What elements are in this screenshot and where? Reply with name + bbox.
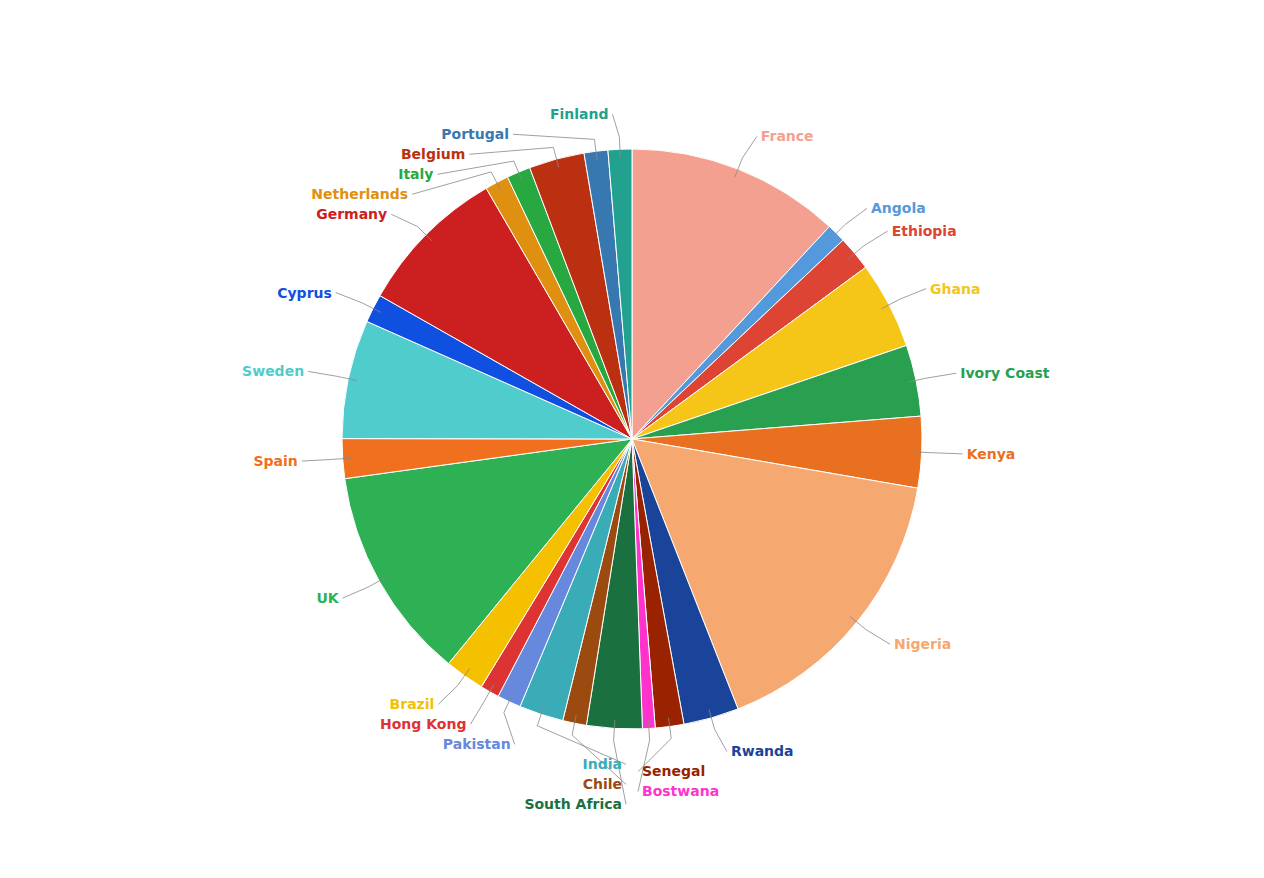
pie: France Angola Ethiopia Ghana Ivory Coast Keny… [242, 106, 1050, 812]
leader-line [907, 373, 956, 382]
slice-label: Finland [550, 106, 609, 122]
leader-line [513, 134, 597, 160]
leader-line [469, 147, 558, 167]
slice-label: Ivory Coast [960, 365, 1050, 381]
chart: France Angola Ethiopia Ghana Ivory Coast Keny… [0, 0, 1264, 878]
leader-line [470, 684, 494, 724]
slice-label: South Africa [524, 796, 622, 812]
slice-label: Chile [583, 776, 622, 792]
leader-line [913, 452, 963, 454]
leader-line [830, 208, 867, 239]
leader-line [850, 617, 890, 645]
labels: France Angola Ethiopia Ghana Ivory Coast Keny… [242, 106, 1050, 812]
slice-label: Cyprus [277, 285, 332, 301]
leader-line [709, 710, 727, 752]
leader-line [336, 293, 381, 313]
leader-line [881, 289, 926, 309]
slice-label: Ethiopia [892, 223, 957, 239]
slice-label: Kenya [967, 446, 1016, 462]
slice-label: Rwanda [731, 743, 794, 759]
slice-label: Pakistan [443, 736, 511, 752]
leader-lines [302, 114, 963, 804]
leader-line [612, 114, 620, 158]
slice-label: Angola [871, 200, 926, 216]
slice-label: Italy [398, 166, 433, 182]
leader-line [343, 577, 387, 598]
slice [608, 149, 632, 439]
leader-line [302, 458, 352, 461]
slice-label: UK [316, 590, 339, 606]
leader-line [572, 715, 626, 785]
slice-label: Spain [253, 453, 297, 469]
slice-label: Belgium [401, 146, 465, 162]
slices [342, 149, 922, 729]
slice-label: Ghana [930, 281, 980, 297]
slice-label: Netherlands [311, 186, 408, 202]
slice-label: Bostwana [642, 783, 719, 799]
slice-label: Germany [316, 206, 387, 222]
slice-label: Senegal [642, 763, 705, 779]
leader-line [638, 720, 650, 792]
slice-label: Brazil [390, 696, 435, 712]
leader-line [391, 214, 432, 241]
leader-line [438, 669, 469, 705]
slice-label: Sweden [242, 363, 304, 379]
leader-line [848, 231, 888, 259]
slice-label: France [761, 128, 814, 144]
slice-label: Nigeria [894, 636, 951, 652]
leader-line [437, 161, 521, 180]
leader-line [308, 371, 357, 380]
slice-label: India [583, 756, 622, 772]
leader-line [735, 137, 757, 178]
slice-label: Hong Kong [380, 716, 466, 732]
slice [342, 439, 632, 479]
slice-label: Portugal [441, 126, 509, 142]
